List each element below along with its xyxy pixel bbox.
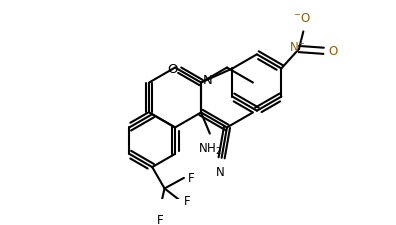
- Text: N: N: [215, 165, 224, 178]
- Text: N$^{+}$: N$^{+}$: [289, 40, 306, 56]
- Text: F: F: [187, 172, 194, 184]
- Text: F: F: [157, 213, 164, 225]
- Text: O: O: [328, 45, 337, 58]
- Text: $^{-}$O: $^{-}$O: [293, 12, 310, 25]
- Text: NH$_2$: NH$_2$: [198, 141, 222, 156]
- Text: O: O: [168, 63, 178, 76]
- Text: F: F: [184, 194, 190, 207]
- Text: N: N: [203, 74, 213, 87]
